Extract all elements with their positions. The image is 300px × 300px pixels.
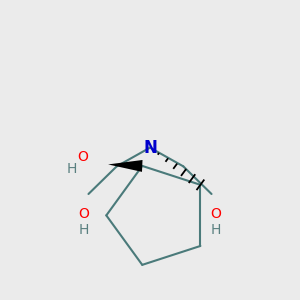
Text: O: O xyxy=(79,207,89,221)
Text: H: H xyxy=(211,223,221,237)
Text: O: O xyxy=(78,150,88,164)
Text: N: N xyxy=(143,139,157,157)
Text: H: H xyxy=(79,223,89,237)
Polygon shape xyxy=(108,160,142,172)
Text: H: H xyxy=(67,162,77,176)
Text: O: O xyxy=(211,207,221,221)
